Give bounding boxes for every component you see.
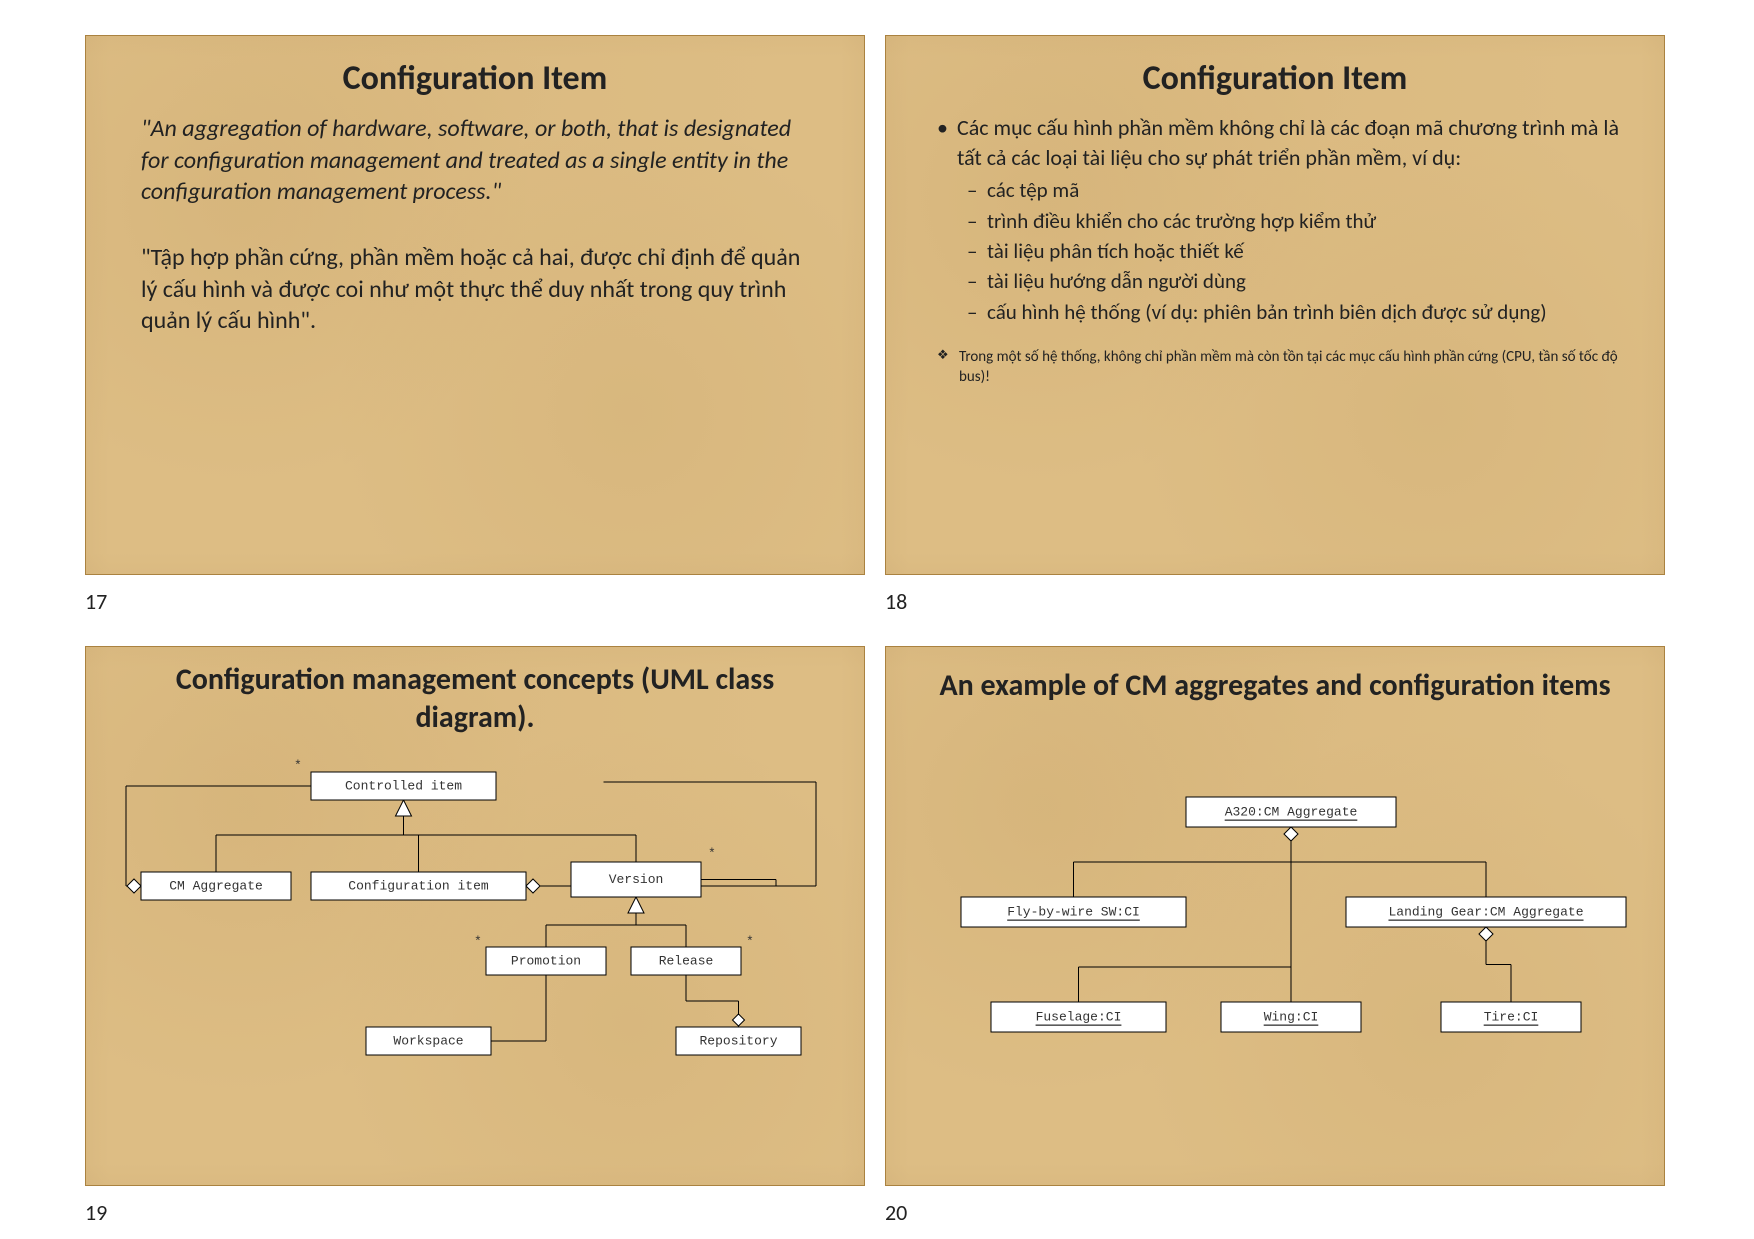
- svg-text:Release: Release: [659, 954, 714, 969]
- svg-text:Promotion: Promotion: [511, 954, 581, 969]
- bullet-sub: tài liệu hướng dẫn người dùng: [931, 267, 1619, 295]
- quote-english: "An aggregation of hardware, software, o…: [141, 113, 809, 208]
- bullet-sub: cấu hình hệ thống (ví dụ: phiên bản trìn…: [931, 298, 1619, 326]
- svg-text:Controlled item: Controlled item: [345, 779, 462, 794]
- slide-18: Configuration Item Các mục cấu hình phần…: [885, 35, 1665, 575]
- slide-title: Configuration Item: [116, 58, 834, 99]
- svg-text:*: *: [746, 934, 754, 949]
- slide-number: 19: [85, 1199, 107, 1226]
- page: Configuration Item "An aggregation of ha…: [0, 0, 1754, 1239]
- bullet-sub: tài liệu phân tích hoặc thiết kế: [931, 237, 1619, 265]
- quote-vietnamese: "Tập hợp phần cứng, phần mềm hoặc cả hai…: [141, 242, 809, 337]
- slide-body: "An aggregation of hardware, software, o…: [86, 113, 864, 337]
- svg-text:*: *: [708, 846, 716, 861]
- svg-text:A320:CM Aggregate: A320:CM Aggregate: [1225, 805, 1358, 820]
- svg-text:Repository: Repository: [699, 1034, 777, 1049]
- bullet-sub: trình điều khiển cho các trường hợp kiểm…: [931, 207, 1619, 235]
- slide-17: Configuration Item "An aggregation of ha…: [85, 35, 865, 575]
- bullet-sub: các tệp mã: [931, 176, 1619, 204]
- slide-20: An example of CM aggregates and configur…: [885, 646, 1665, 1186]
- svg-text:Wing:CI: Wing:CI: [1264, 1010, 1319, 1025]
- object-diagram: A320:CM Aggregate Fly-by-wire SW:CI Landin…: [886, 647, 1666, 1187]
- slide-title: Configuration Item: [916, 58, 1634, 99]
- svg-text:*: *: [474, 934, 482, 949]
- svg-text:*: *: [294, 758, 302, 773]
- svg-text:CM Aggregate: CM Aggregate: [169, 879, 263, 894]
- slide-number: 18: [885, 588, 907, 615]
- slide-19: Configuration management concepts (UML c…: [85, 646, 865, 1186]
- svg-text:Workspace: Workspace: [393, 1034, 463, 1049]
- svg-text:Fly-by-wire SW:CI: Fly-by-wire SW:CI: [1007, 905, 1140, 920]
- svg-text:Landing Gear:CM Aggregate: Landing Gear:CM Aggregate: [1388, 905, 1583, 920]
- slide-body: Các mục cấu hình phần mềm không chỉ là c…: [886, 113, 1664, 387]
- slide-number: 20: [885, 1199, 907, 1226]
- svg-text:Tire:CI: Tire:CI: [1484, 1010, 1539, 1025]
- svg-text:Configuration item: Configuration item: [348, 879, 489, 894]
- svg-text:Version: Version: [609, 872, 664, 887]
- uml-diagram: ****Controlled itemCM AggregateConfigura…: [86, 647, 866, 1187]
- bullet-note: Trong một số hệ thống, không chỉ phần mề…: [931, 348, 1619, 387]
- svg-text:Fuselage:CI: Fuselage:CI: [1036, 1010, 1122, 1025]
- bullet-main: Các mục cấu hình phần mềm không chỉ là c…: [931, 113, 1619, 172]
- slide-number: 17: [85, 588, 107, 615]
